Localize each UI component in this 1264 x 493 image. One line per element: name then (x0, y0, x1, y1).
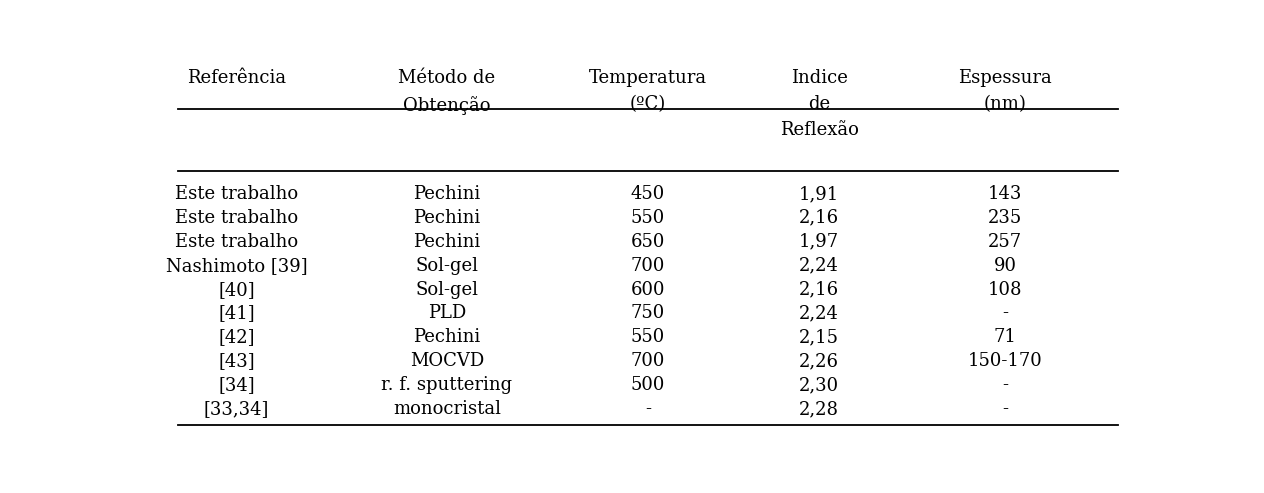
Text: Pechini: Pechini (413, 233, 480, 251)
Text: MOCVD: MOCVD (410, 352, 484, 370)
Text: [34]: [34] (219, 376, 254, 394)
Text: 650: 650 (631, 233, 665, 251)
Text: Sol-gel: Sol-gel (416, 281, 479, 299)
Text: -: - (1002, 305, 1009, 322)
Text: 2,15: 2,15 (799, 328, 839, 347)
Text: 71: 71 (994, 328, 1016, 347)
Text: 235: 235 (988, 209, 1023, 227)
Text: Pechini: Pechini (413, 209, 480, 227)
Text: 2,16: 2,16 (799, 281, 839, 299)
Text: [40]: [40] (219, 281, 254, 299)
Text: Nashimoto [39]: Nashimoto [39] (166, 257, 307, 275)
Text: 450: 450 (631, 185, 665, 203)
Text: r. f. sputtering: r. f. sputtering (382, 376, 512, 394)
Text: 2,16: 2,16 (799, 209, 839, 227)
Text: Este trabalho: Este trabalho (174, 185, 298, 203)
Text: 2,24: 2,24 (799, 305, 839, 322)
Text: PLD: PLD (427, 305, 466, 322)
Text: [41]: [41] (219, 305, 254, 322)
Text: Método de
Obtenção: Método de Obtenção (398, 69, 495, 114)
Text: 700: 700 (631, 257, 665, 275)
Text: 2,24: 2,24 (799, 257, 839, 275)
Text: Sol-gel: Sol-gel (416, 257, 479, 275)
Text: 90: 90 (994, 257, 1016, 275)
Text: Referência: Referência (187, 69, 286, 87)
Text: Pechini: Pechini (413, 328, 480, 347)
Text: 150-170: 150-170 (968, 352, 1043, 370)
Text: Temperatura
(ºC): Temperatura (ºC) (589, 69, 707, 113)
Text: monocristal: monocristal (393, 400, 501, 418)
Text: Indice
de
Reflexão: Indice de Reflexão (780, 69, 858, 140)
Text: 500: 500 (631, 376, 665, 394)
Text: [43]: [43] (219, 352, 254, 370)
Text: 550: 550 (631, 209, 665, 227)
Text: [33,34]: [33,34] (204, 400, 269, 418)
Text: 2,28: 2,28 (799, 400, 839, 418)
Text: 1,97: 1,97 (799, 233, 839, 251)
Text: -: - (645, 400, 651, 418)
Text: 550: 550 (631, 328, 665, 347)
Text: -: - (1002, 376, 1009, 394)
Text: Espessura
(nm): Espessura (nm) (958, 69, 1052, 113)
Text: 143: 143 (988, 185, 1023, 203)
Text: 257: 257 (988, 233, 1023, 251)
Text: [42]: [42] (219, 328, 254, 347)
Text: -: - (1002, 400, 1009, 418)
Text: Este trabalho: Este trabalho (174, 233, 298, 251)
Text: 700: 700 (631, 352, 665, 370)
Text: 2,30: 2,30 (799, 376, 839, 394)
Text: 2,26: 2,26 (799, 352, 839, 370)
Text: 600: 600 (631, 281, 665, 299)
Text: 1,91: 1,91 (799, 185, 839, 203)
Text: Pechini: Pechini (413, 185, 480, 203)
Text: 750: 750 (631, 305, 665, 322)
Text: Este trabalho: Este trabalho (174, 209, 298, 227)
Text: 108: 108 (988, 281, 1023, 299)
